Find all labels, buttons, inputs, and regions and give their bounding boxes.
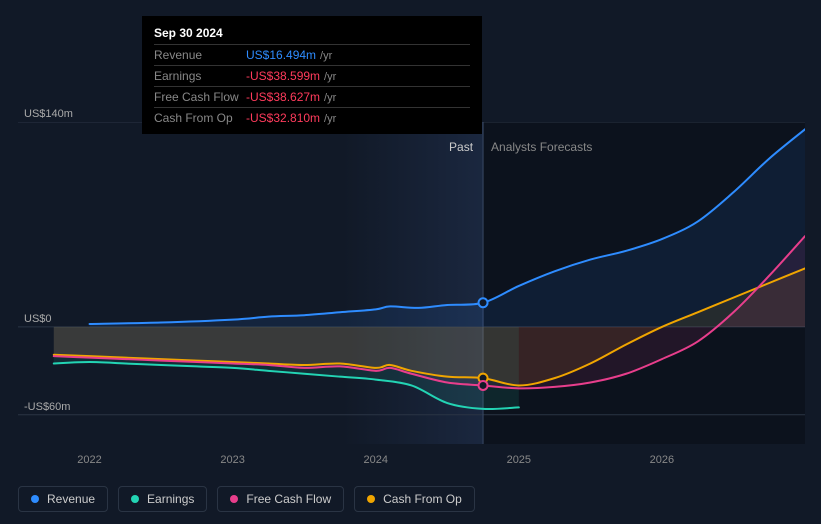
- y-axis-tick-label: -US$60m: [24, 401, 70, 413]
- tooltip-row-value: US$16.494m: [246, 48, 316, 62]
- x-axis-tick-label: 2026: [650, 454, 674, 466]
- tooltip-row-suffix: /yr: [324, 92, 336, 104]
- y-axis-tick-label: US$140m: [24, 108, 73, 120]
- legend-label: Free Cash Flow: [246, 492, 331, 506]
- x-axis-tick-label: 2025: [507, 454, 531, 466]
- tooltip-row-suffix: /yr: [324, 113, 336, 125]
- financials-chart: US$140mUS$0-US$60mPastAnalysts Forecasts…: [18, 122, 805, 444]
- tooltip-row-label: Earnings: [154, 69, 246, 83]
- legend-dot-icon: [367, 495, 375, 503]
- tooltip-row-value: -US$38.599m: [246, 69, 320, 83]
- legend-label: Revenue: [47, 492, 95, 506]
- past-label: Past: [449, 140, 473, 154]
- tooltip-row: Free Cash Flow-US$38.627m/yr: [154, 86, 470, 107]
- legend-item-earnings[interactable]: Earnings: [118, 486, 207, 512]
- tooltip-row-value: -US$38.627m: [246, 90, 320, 104]
- tooltip-row-value: -US$32.810m: [246, 111, 320, 125]
- x-axis-tick-label: 2023: [220, 454, 244, 466]
- tooltip-row-label: Revenue: [154, 48, 246, 62]
- legend-item-cfo[interactable]: Cash From Op: [354, 486, 475, 512]
- x-axis-tick-label: 2024: [363, 454, 387, 466]
- y-axis-tick-label: US$0: [24, 313, 52, 325]
- legend-dot-icon: [31, 495, 39, 503]
- chart-svg[interactable]: [18, 122, 805, 444]
- tooltip-row-suffix: /yr: [320, 50, 332, 62]
- tooltip-row: Earnings-US$38.599m/yr: [154, 65, 470, 86]
- tooltip-row: RevenueUS$16.494m/yr: [154, 44, 470, 65]
- legend-item-fcf[interactable]: Free Cash Flow: [217, 486, 344, 512]
- tooltip-row: Cash From Op-US$32.810m/yr: [154, 107, 470, 128]
- tooltip-row-suffix: /yr: [324, 71, 336, 83]
- tooltip-row-label: Cash From Op: [154, 111, 246, 125]
- legend-label: Earnings: [147, 492, 194, 506]
- tooltip-date: Sep 30 2024: [154, 26, 470, 40]
- x-axis-tick-label: 2022: [77, 454, 101, 466]
- tooltip-row-label: Free Cash Flow: [154, 90, 246, 104]
- legend-dot-icon: [131, 495, 139, 503]
- forecast-label: Analysts Forecasts: [491, 140, 592, 154]
- chart-tooltip: Sep 30 2024 RevenueUS$16.494m/yrEarnings…: [142, 16, 482, 134]
- legend-item-revenue[interactable]: Revenue: [18, 486, 108, 512]
- chart-legend: Revenue Earnings Free Cash Flow Cash From O…: [18, 486, 475, 512]
- legend-label: Cash From Op: [383, 492, 462, 506]
- legend-dot-icon: [230, 495, 238, 503]
